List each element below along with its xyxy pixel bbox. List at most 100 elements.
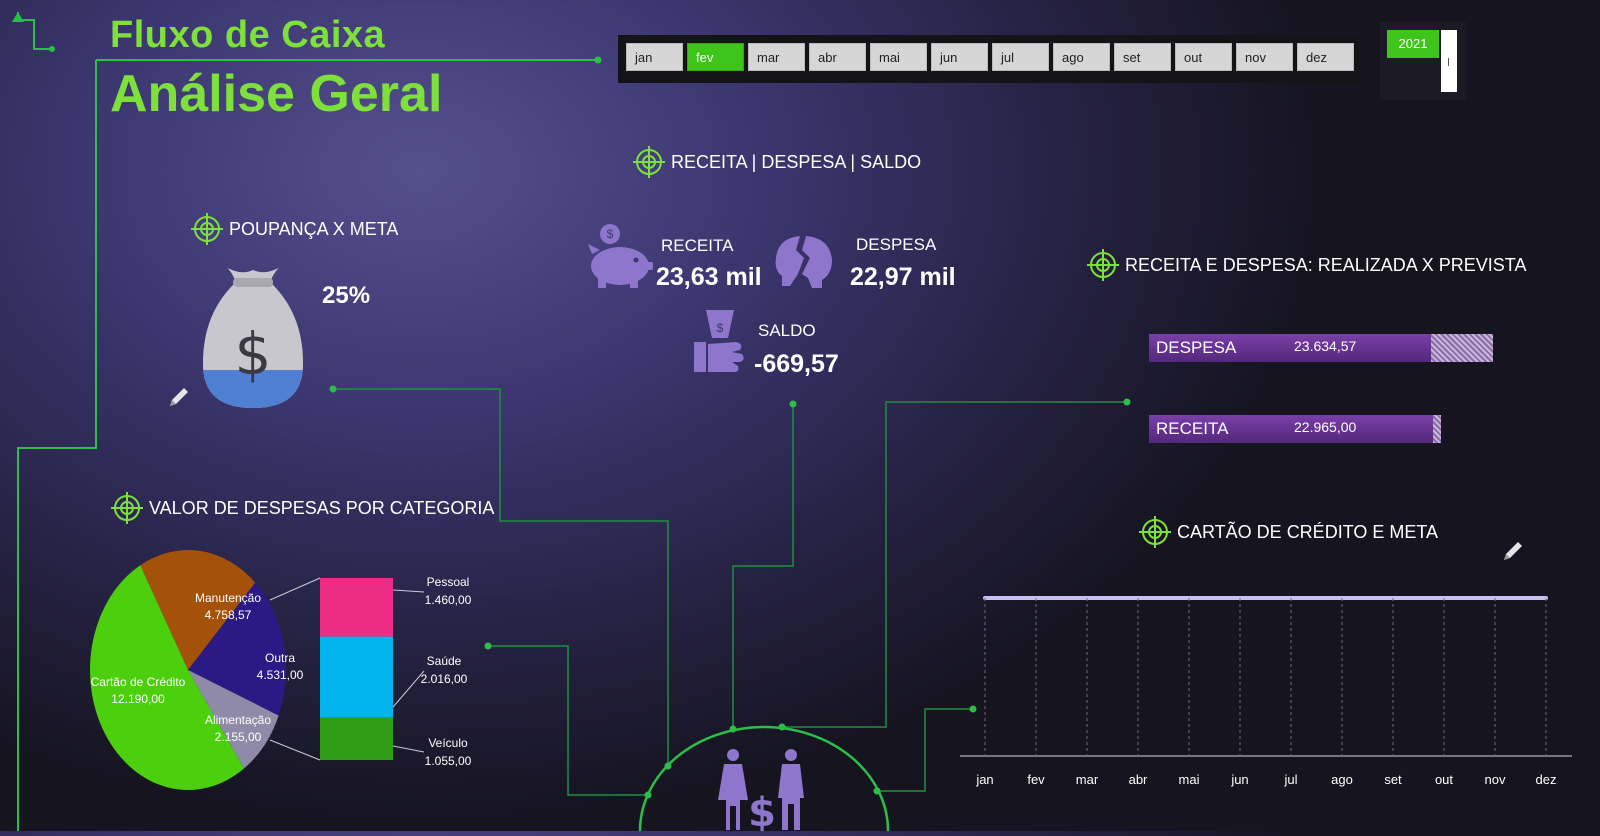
receita-bar-value: 22.965,00	[1294, 419, 1357, 435]
breakdown-connector	[269, 577, 321, 601]
breakdown-label-name: Veículo	[428, 736, 468, 750]
pie-label-value: 4.531,00	[256, 668, 304, 682]
x-tick-label: nov	[1484, 772, 1506, 787]
month-button-abr[interactable]: abr	[809, 43, 866, 71]
x-tick-label: jul	[1284, 772, 1298, 787]
breakdown-segment-saude	[320, 636, 393, 718]
receita-value: 23,63 mil	[656, 263, 762, 291]
pie-label-value: 4.758,57	[204, 608, 252, 622]
poupanca-percent: 25%	[322, 282, 371, 309]
target-icon	[1087, 249, 1119, 281]
pie-label-name: Cartão de Crédito	[90, 675, 186, 689]
pie-label-name: Outra	[264, 651, 295, 665]
x-tick-label: dez	[1535, 772, 1557, 787]
receita-bar-label: RECEITA	[1156, 419, 1229, 438]
x-tick-label: mar	[1075, 772, 1099, 787]
breakdown-label-value: 2.016,00	[420, 672, 468, 686]
pie-label-cartao: Cartão de Crédito 12.190,00	[78, 674, 198, 708]
receita-bar: RECEITA 22.965,00	[1149, 415, 1442, 443]
month-button-jan[interactable]: jan	[626, 43, 683, 71]
breakdown-label-name: Saúde	[426, 654, 462, 668]
x-tick-label: fev	[1027, 772, 1045, 787]
month-slicer: jan fev mar abr mai jun jul ago set out nov dez	[618, 35, 1359, 83]
despesa-bar-forecast	[1431, 334, 1493, 362]
svg-text:$: $	[235, 320, 272, 388]
x-tick-label: abr	[1128, 772, 1148, 787]
breakdown-label-value: 1.055,00	[424, 754, 472, 768]
breakdown-label-pessoal: Pessoal 1.460,00	[416, 573, 480, 609]
x-tick-label: jan	[976, 772, 994, 787]
svg-text:$: $	[607, 227, 614, 241]
breakdown-label-value: 1.460,00	[424, 593, 472, 607]
money-bag-icon: $	[200, 262, 306, 417]
svg-text:$: $	[748, 790, 776, 831]
people-money-icon: $	[716, 748, 808, 836]
breakdown-label-name: Pessoal	[426, 575, 470, 589]
breakdown-leader-line	[392, 670, 425, 708]
piggy-bank-icon: $	[586, 222, 654, 295]
month-button-dez[interactable]: dez	[1297, 43, 1354, 71]
breakdown-segment-veiculo	[320, 717, 393, 760]
month-button-mai[interactable]: mai	[870, 43, 927, 71]
despesa-bar-fill	[1149, 334, 1432, 362]
year-slicer: 2021	[1380, 22, 1466, 100]
month-button-fev[interactable]: fev	[687, 43, 744, 71]
x-tick-label: mai	[1178, 772, 1200, 787]
month-button-set[interactable]: set	[1114, 43, 1171, 71]
x-tick-label: set	[1384, 772, 1402, 787]
page-title: Fluxo de Caixa	[110, 14, 386, 56]
pie-label-value: 2.155,00	[214, 730, 262, 744]
target-icon	[1139, 516, 1171, 548]
despesa-bar: DESPESA 23.634,57	[1149, 334, 1493, 362]
despesa-bar-label: DESPESA	[1156, 338, 1237, 357]
pie-slice-alimentacao	[188, 670, 279, 769]
receita-bar-fill	[1149, 415, 1433, 443]
x-tick-label: ago	[1331, 772, 1353, 787]
pencil-icon[interactable]	[1500, 538, 1526, 569]
breakdown-segment-pessoal	[320, 578, 393, 637]
month-button-nov[interactable]: nov	[1236, 43, 1293, 71]
page-subtitle: Análise Geral	[110, 65, 443, 123]
x-tick-label: out	[1434, 772, 1454, 787]
breakdown-leader-line	[392, 589, 425, 593]
pie-slice-cartao	[89, 565, 245, 791]
pie-label-outra: Outra 4.531,00	[220, 650, 340, 684]
month-button-jun[interactable]: jun	[931, 43, 988, 71]
pencil-icon[interactable]	[166, 384, 192, 415]
breakdown-connector	[269, 739, 321, 761]
despesa-label: DESPESA	[856, 235, 937, 254]
target-icon	[191, 213, 223, 245]
summary-title: RECEITA | DESPESA | SALDO	[632, 145, 921, 179]
month-button-mar[interactable]: mar	[748, 43, 805, 71]
pie-label-manutencao: Manutenção 4.758,57	[168, 590, 288, 624]
despesa-value: 22,97 mil	[850, 263, 956, 291]
categorias-title: VALOR DE DESPESAS POR CATEGORIA	[110, 491, 494, 525]
x-tick-label: jun	[1231, 772, 1249, 787]
broken-piggy-icon	[772, 228, 836, 297]
target-icon	[111, 492, 143, 524]
target-icon	[633, 146, 665, 178]
pie-slice-outra	[188, 582, 286, 716]
month-button-ago[interactable]: ago	[1053, 43, 1110, 71]
receita-bar-forecast	[1432, 415, 1442, 443]
year-scrollbar[interactable]	[1441, 30, 1457, 92]
month-button-out[interactable]: out	[1175, 43, 1232, 71]
pie-label-alimentacao: Alimentação 2.155,00	[178, 712, 298, 746]
pie-label-value: 12.190,00	[111, 692, 165, 706]
category-pie-chart	[89, 550, 425, 791]
breakdown-label-veiculo: Veículo 1.055,00	[416, 734, 480, 770]
receita-label: RECEITA	[661, 236, 734, 255]
breakdown-label-saude: Saúde 2.016,00	[412, 652, 476, 688]
realizada-title: RECEITA E DESPESA: REALIZADA X PREVISTA	[1086, 248, 1526, 282]
svg-text:$: $	[717, 321, 724, 335]
hand-money-icon: $	[692, 308, 748, 383]
year-button[interactable]: 2021	[1387, 30, 1439, 58]
month-button-jul[interactable]: jul	[992, 43, 1049, 71]
cartao-title: CARTÃO DE CRÉDITO E META	[1138, 515, 1438, 549]
saldo-label: SALDO	[758, 321, 816, 340]
pie-label-name: Manutenção	[194, 591, 262, 605]
despesa-bar-value: 23.634,57	[1294, 338, 1357, 354]
pie-label-name: Alimentação	[204, 713, 272, 727]
